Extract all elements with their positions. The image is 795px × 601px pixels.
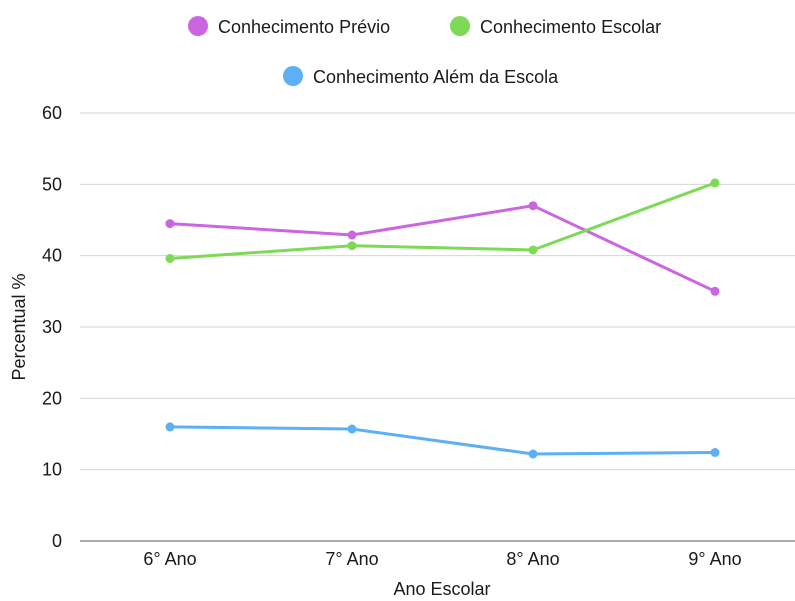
- series-line: [168, 181, 717, 260]
- data-point: [347, 230, 357, 240]
- y-tick-label: 60: [42, 103, 62, 123]
- data-point: [347, 241, 357, 251]
- x-axis-title: Ano Escolar: [393, 579, 490, 596]
- y-tick-label: 0: [52, 531, 62, 551]
- legend-item: Conhecimento Além da Escola: [283, 66, 559, 87]
- legend-item: Conhecimento Prévio: [188, 16, 390, 37]
- y-axis-title: Percentual %: [9, 273, 29, 380]
- legend-label: Conhecimento Prévio: [218, 17, 390, 37]
- series-1: [165, 201, 720, 296]
- data-point: [165, 219, 175, 229]
- grid-lines: [80, 112, 795, 542]
- data-point: [528, 245, 538, 255]
- y-tick-label: 20: [42, 388, 62, 408]
- x-tick-labels: 6° Ano 7° Ano 8° Ano 9° Ano: [143, 549, 741, 569]
- legend-item: Conhecimento Escolar: [450, 16, 661, 37]
- y-tick-labels: 0 10 20 30 40 50 60: [42, 103, 62, 551]
- legend-marker: [450, 16, 470, 36]
- data-point: [165, 254, 175, 263]
- x-tick-label: 9° Ano: [688, 549, 741, 569]
- y-tick-label: 30: [42, 317, 62, 337]
- series-lines: [165, 178, 720, 459]
- data-point: [710, 286, 720, 296]
- y-tick-label: 10: [42, 460, 62, 480]
- x-tick-label: 8° Ano: [506, 549, 559, 569]
- series-line: [168, 425, 717, 456]
- y-tick-label: 50: [42, 174, 62, 194]
- x-tick-label: 7° Ano: [325, 549, 378, 569]
- legend: Conhecimento Prévio Conhecimento Escolar C…: [188, 16, 661, 87]
- data-point: [165, 422, 175, 432]
- legend-label: Conhecimento Escolar: [480, 17, 661, 37]
- data-point: [528, 201, 538, 211]
- legend-marker: [283, 66, 303, 86]
- x-tick-label: 6° Ano: [143, 549, 196, 569]
- series-line: [168, 204, 717, 293]
- y-tick-label: 40: [42, 246, 62, 266]
- series-3: [165, 422, 720, 459]
- legend-marker: [188, 16, 208, 36]
- data-point: [710, 178, 720, 188]
- data-point: [710, 448, 720, 457]
- series-2: [165, 178, 720, 263]
- data-point: [347, 424, 357, 434]
- legend-label: Conhecimento Além da Escola: [313, 67, 559, 87]
- data-point: [528, 449, 538, 459]
